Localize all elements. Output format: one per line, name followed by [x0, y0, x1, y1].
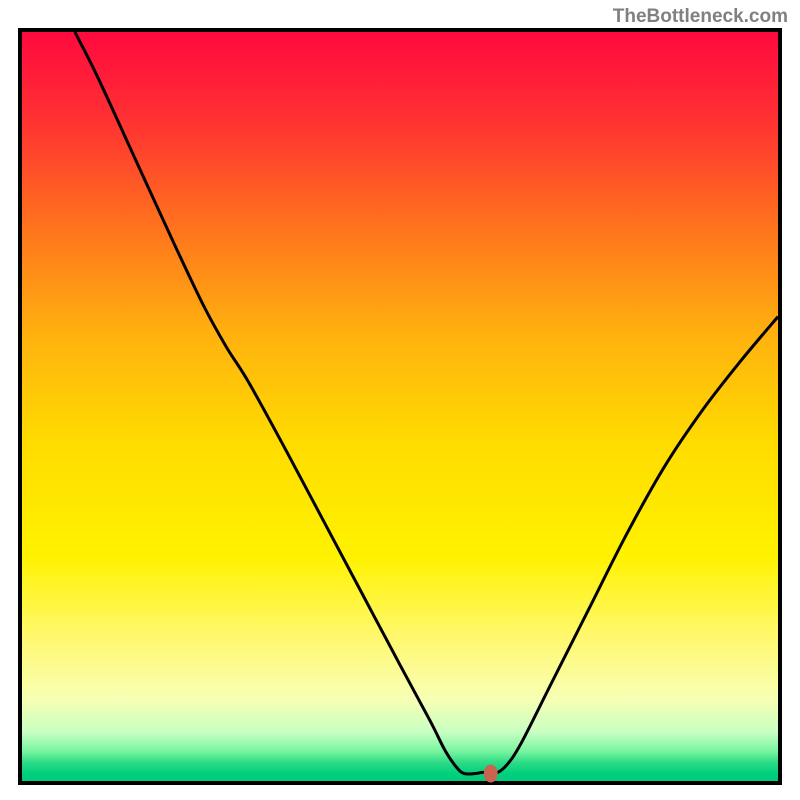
optimal-marker: [484, 765, 498, 783]
plot-background: [22, 32, 778, 781]
bottleneck-chart: TheBottleneck.com: [0, 0, 800, 800]
chart-svg: [0, 0, 800, 800]
